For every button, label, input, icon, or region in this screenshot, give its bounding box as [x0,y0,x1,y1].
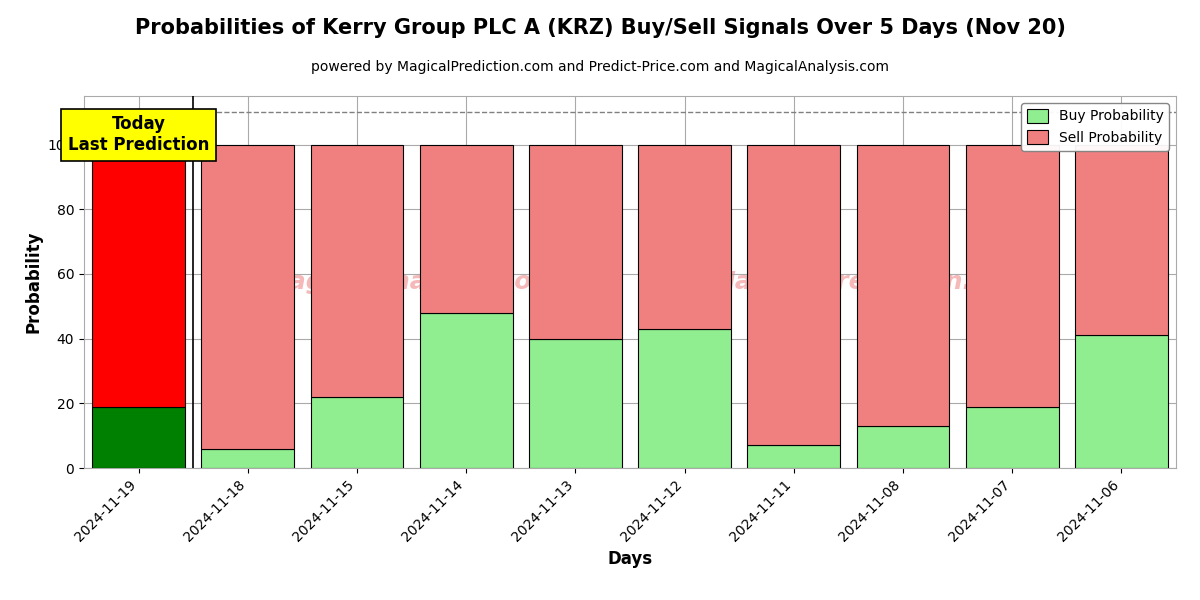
Bar [1075,335,1168,468]
Bar [202,449,294,468]
Bar [420,313,512,468]
Bar [857,426,949,468]
Text: powered by MagicalPrediction.com and Predict-Price.com and MagicalAnalysis.com: powered by MagicalPrediction.com and Pre… [311,60,889,74]
Bar [202,145,294,449]
Bar [748,145,840,445]
Bar [311,397,403,468]
Bar [420,145,512,313]
Bar [529,145,622,338]
Bar [966,407,1058,468]
Bar [92,145,185,407]
Bar [966,145,1058,407]
Bar [748,445,840,468]
Legend: Buy Probability, Sell Probability: Buy Probability, Sell Probability [1021,103,1169,151]
X-axis label: Days: Days [607,550,653,568]
Y-axis label: Probability: Probability [24,231,42,333]
Text: MagicalPrediction.com: MagicalPrediction.com [710,270,1031,294]
Bar [311,145,403,397]
Text: Today
Last Prediction: Today Last Prediction [68,115,209,154]
Text: MagicalAnalysis.com: MagicalAnalysis.com [265,270,558,294]
Bar [638,145,731,329]
Bar [529,338,622,468]
Bar [1075,145,1168,335]
Bar [638,329,731,468]
Bar [857,145,949,426]
Text: Probabilities of Kerry Group PLC A (KRZ) Buy/Sell Signals Over 5 Days (Nov 20): Probabilities of Kerry Group PLC A (KRZ)… [134,18,1066,38]
Bar [92,407,185,468]
